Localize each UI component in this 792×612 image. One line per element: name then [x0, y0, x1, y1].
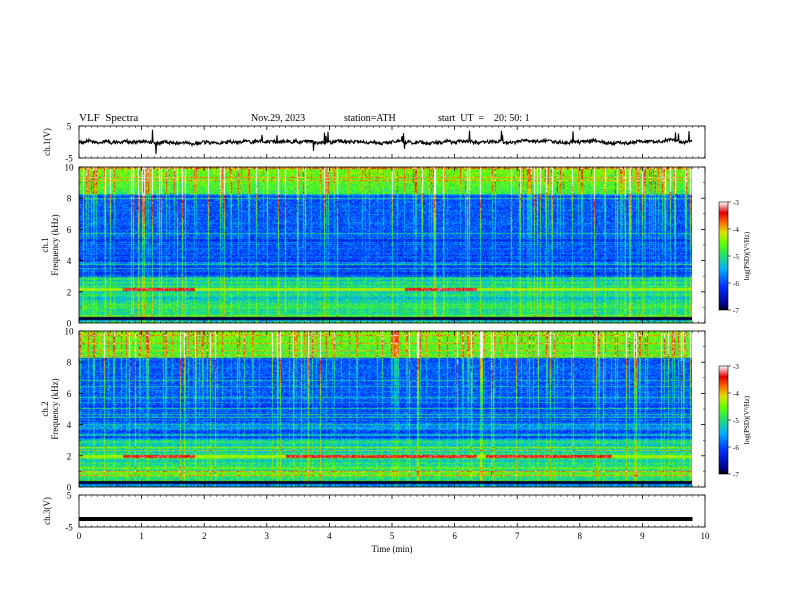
ch1-colorbar-tick-label: -4 [733, 226, 739, 234]
ch1-spec-y-tick-label: 8 [67, 194, 72, 204]
ch2-colorbar-tick-label: -4 [733, 390, 739, 398]
waveform-layer [78, 129, 693, 521]
ch2-spec-y-axis-label: Frequency (kHz) [50, 378, 60, 439]
ch1-spec-y-tick-label: 2 [67, 287, 72, 297]
spectrogram-image-ch1 [79, 167, 692, 323]
ch1-spec-y-axis-label-channel: ch.1 [40, 237, 50, 252]
ch1-wave-y-axis-label: ch.1(V) [42, 128, 52, 156]
ch2-spec-y-tick-label: 10 [65, 327, 75, 337]
x-axis-label: Time (min) [372, 544, 413, 554]
ch2-colorbar-tick-label: -7 [733, 471, 739, 479]
ch2-spec-y-axis-label-channel: ch.2 [40, 401, 50, 416]
ch2-colorbar-tick-label: -3 [733, 363, 739, 371]
ch2-colorbar-tick-label: -6 [733, 444, 739, 452]
station-label: station=ATH [344, 113, 396, 124]
x-tick-label: 2 [202, 531, 207, 541]
x-tick-label: 9 [640, 531, 645, 541]
ch2-spec-y-tick-label: 0 [67, 483, 72, 493]
x-tick-label: 8 [578, 531, 583, 541]
x-tick-label: 4 [327, 531, 332, 541]
ch1-colorbar-tick-label: -3 [733, 199, 739, 207]
ch1-spec-y-axis-label: Frequency (kHz) [50, 214, 60, 275]
x-tick-label: 3 [265, 531, 270, 541]
panel-frame-4 [78, 494, 706, 528]
ch2-colorbar-label: log(PSD)(V²/Hz) [743, 395, 751, 444]
start-ut-label: start UT = 20: 50: 1 [438, 113, 530, 124]
ch1-colorbar-label: log(PSD)(V²/Hz) [743, 231, 751, 280]
ch3-wave-y-axis-label: ch.3(V) [42, 497, 52, 525]
spectrogram-layer [79, 167, 692, 487]
ch2-colorbar [718, 365, 729, 475]
ch1-spec-y-tick-label: 0 [67, 319, 72, 329]
ch1-wave-y-tick-label: -5 [65, 154, 73, 164]
x-tick-label: 5 [390, 531, 395, 541]
ch2-colorbar-tick-label: -5 [733, 417, 739, 425]
chart-title: VLF Spectra [79, 112, 139, 124]
ch2-spec-y-tick-label: 4 [67, 420, 72, 430]
ch2-spec-y-tick-label: 2 [67, 451, 72, 461]
ch2-spec-y-tick-label: 6 [67, 389, 72, 399]
date-label: Nov.29, 2023 [251, 113, 306, 124]
x-tick-label: 1 [139, 531, 144, 541]
ch1-colorbar-tick-label: -5 [733, 253, 739, 261]
ch3-wave-y-tick-label: 5 [67, 491, 72, 501]
ch2-spec-y-tick-label: 8 [67, 358, 72, 368]
ch1-spec-y-tick-label: 6 [67, 225, 72, 235]
x-tick-label: 6 [452, 531, 457, 541]
ch1-colorbar-tick-label: -7 [733, 307, 739, 315]
ch1-waveform-line [78, 129, 693, 155]
ch1-colorbar [718, 201, 729, 311]
x-tick-label: 10 [701, 531, 711, 541]
ch3-wave-y-tick-label: -5 [65, 523, 73, 533]
x-tick-label: 7 [515, 531, 520, 541]
ch1-wave-y-tick-label: 5 [67, 122, 72, 132]
ch1-spec-y-tick-label: 4 [67, 256, 72, 266]
spectrogram-image-ch2 [79, 331, 692, 487]
ch1-spec-y-tick-label: 10 [65, 163, 75, 173]
x-tick-label: 0 [77, 531, 82, 541]
axes-layer: 0 1 2 3 4 5 6 7 8 9 10 Time (min) 5 -5 ch.1(V) 0 2 4 6 8 10 c… [40, 122, 751, 555]
ch1-colorbar-tick-label: -6 [733, 280, 739, 288]
